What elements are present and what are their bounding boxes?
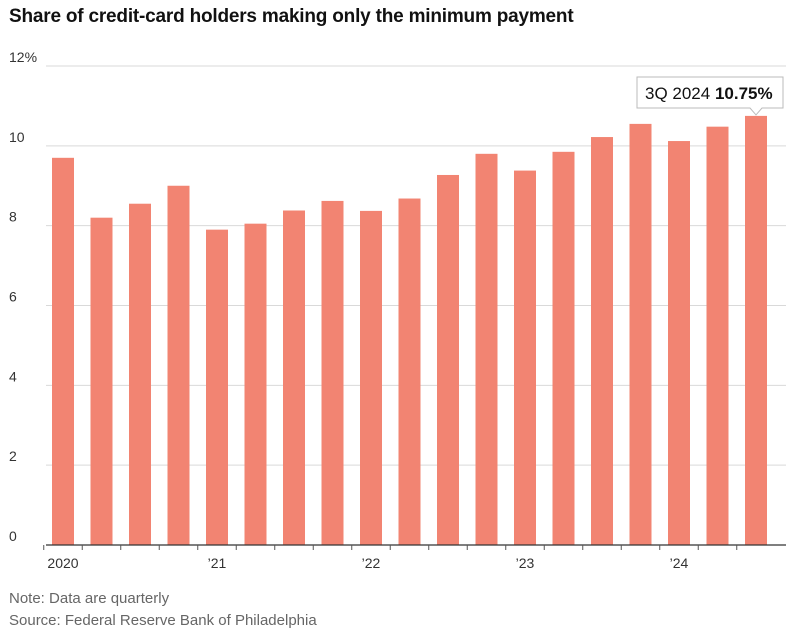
note-text: Note: Data are quarterly <box>9 590 170 607</box>
bar <box>706 126 729 545</box>
bar-chart: 0 2 4 6 8 10 12% 2020 ’21 ’22 ’23 ’24 3Q 2024 10.7… <box>9 49 786 571</box>
y-tick-label: 10 <box>9 129 25 145</box>
value-callout: 3Q 2024 10.75% <box>636 76 784 116</box>
x-tick-label: 2020 <box>47 555 78 571</box>
callout-label: 3Q 2024 10.75% <box>645 84 773 103</box>
bar <box>514 170 536 545</box>
bar <box>129 203 151 545</box>
bar <box>90 217 113 545</box>
bar <box>360 210 382 545</box>
bar <box>283 210 305 545</box>
chart-notes: Note: Data are quarterly Source: Federal… <box>9 588 317 632</box>
callout-value: 10.75% <box>715 84 773 103</box>
x-tick-label: ’22 <box>362 555 381 571</box>
source-text: Source: Federal Reserve Bank of Philadel… <box>9 612 317 629</box>
x-tick-label: ’21 <box>208 555 227 571</box>
bar <box>552 151 575 545</box>
y-axis-labels: 0 2 4 6 8 10 12% <box>9 49 37 544</box>
x-tick-label: ’23 <box>516 555 535 571</box>
bar <box>591 137 613 545</box>
y-tick-label: 6 <box>9 289 17 305</box>
callout-period: 3Q 2024 <box>645 84 715 103</box>
bar <box>321 200 344 545</box>
y-tick-label: 12% <box>9 49 37 65</box>
bar <box>437 174 459 545</box>
chart-title: Share of credit-card holders making only… <box>9 6 574 27</box>
bar <box>167 185 190 545</box>
bars <box>52 115 767 546</box>
bar <box>398 198 421 546</box>
y-tick-label: 2 <box>9 448 17 464</box>
bar <box>668 141 690 545</box>
bar <box>206 229 228 546</box>
bar <box>745 115 767 545</box>
bar <box>629 123 652 546</box>
callout-box <box>636 76 784 116</box>
y-tick-label: 0 <box>9 528 17 544</box>
x-axis: 2020 ’21 ’22 ’23 ’24 <box>43 544 786 571</box>
bar <box>244 223 267 545</box>
y-tick-label: 4 <box>9 368 17 384</box>
x-tick-label: ’24 <box>670 555 689 571</box>
bar <box>475 153 498 546</box>
y-tick-label: 8 <box>9 209 17 225</box>
bar <box>52 157 74 545</box>
